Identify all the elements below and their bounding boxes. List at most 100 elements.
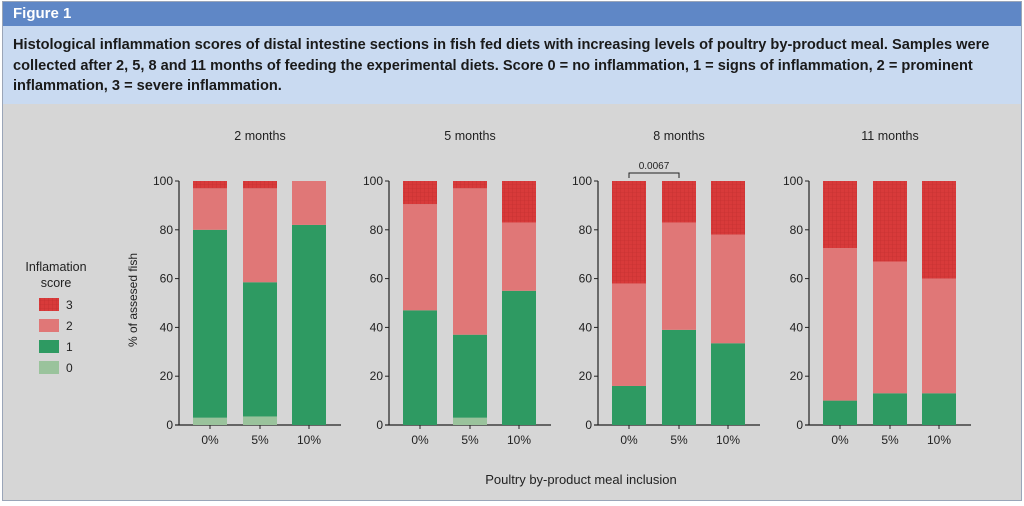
bar-segment-score-2-0pct [823, 248, 857, 401]
bar-segment-score-1-5pct [873, 393, 907, 425]
legend-label-score-3: 3 [66, 298, 73, 312]
bar-segment-score-2-10pct [292, 181, 326, 225]
significance-label: 0.0067 [639, 161, 670, 172]
y-tick-label: 100 [153, 174, 173, 188]
bar-segment-score-3-0pct [403, 181, 437, 205]
bar-segment-score-2-0pct [403, 204, 437, 311]
legend: Inflamation score 3 2 1 0 [25, 260, 86, 375]
y-tick-label: 80 [370, 223, 384, 237]
bar-segment-score-1-10pct [502, 290, 536, 425]
bar-segment-score-1-0pct [823, 400, 857, 425]
bar-segment-score-2-5pct [243, 188, 277, 283]
y-tick-label: 20 [370, 369, 384, 383]
y-tick-label: 0 [585, 418, 592, 432]
x-tick-label: 5% [881, 433, 899, 447]
caption-box: Histological inflammation scores of dist… [3, 26, 1021, 104]
bar-segment-score-1-5pct [453, 334, 487, 418]
legend-label-score-2: 2 [66, 319, 73, 333]
panel-8-months: 8 months 0 20 40 60 80 100 0% 5% 10% 0.0067 [572, 129, 760, 447]
x-tick-label: 5% [461, 433, 479, 447]
bar-segment-score-1-5pct [662, 329, 696, 425]
x-tick-label: 10% [716, 433, 740, 447]
y-tick-label: 80 [160, 223, 174, 237]
y-tick-label: 20 [790, 369, 804, 383]
y-tick-label: 100 [783, 174, 803, 188]
bar-segment-score-2-0pct [193, 188, 227, 230]
panel-11-months: 11 months 0 20 40 60 80 100 0% 5% 10% [783, 129, 971, 447]
bar-segment-score-1-5pct [243, 282, 277, 417]
bar-segment-score-3-5pct [873, 181, 907, 262]
x-tick-label: 0% [201, 433, 219, 447]
figure-caption: Histological inflammation scores of dist… [13, 37, 990, 94]
legend-label-score-1: 1 [66, 340, 73, 354]
panel-title: 8 months [653, 129, 704, 143]
bar-segment-score-3-5pct [662, 181, 696, 223]
bar-segment-score-1-10pct [711, 343, 745, 425]
bar-segment-score-1-0pct [403, 310, 437, 425]
bar-segment-score-2-5pct [662, 222, 696, 330]
y-tick-label: 100 [363, 174, 383, 188]
legend-swatch-score-2 [39, 319, 59, 332]
bar-segment-score-1-0pct [193, 229, 227, 418]
y-tick-label: 80 [790, 223, 804, 237]
x-tick-label: 0% [411, 433, 429, 447]
x-axis-label: Poultry by-product meal inclusion [485, 472, 676, 487]
bar-segment-score-2-10pct [711, 234, 745, 344]
y-tick-label: 20 [579, 369, 593, 383]
y-tick-label: 40 [160, 320, 174, 334]
y-tick-label: 40 [790, 320, 804, 334]
panels: 2 months 0 20 40 60 80 100 0% 5% 10% 5 months 0 20 40… [153, 129, 971, 447]
bar-segment-score-1-10pct [292, 224, 326, 425]
bar-segment-score-3-10pct [711, 181, 745, 235]
panel-title: 2 months [234, 129, 285, 143]
x-tick-label: 5% [670, 433, 688, 447]
y-tick-label: 100 [572, 174, 592, 188]
y-tick-label: 80 [579, 223, 593, 237]
bar-segment-score-1-10pct [922, 393, 956, 425]
figure-title: Figure 1 [13, 5, 72, 22]
bar-segment-score-3-0pct [612, 181, 646, 284]
panel-title: 5 months [444, 129, 495, 143]
x-tick-label: 10% [297, 433, 321, 447]
bar-segment-score-3-0pct [193, 181, 227, 189]
legend-label-score-0: 0 [66, 361, 73, 375]
bar-segment-score-3-0pct [823, 181, 857, 249]
bar-segment-score-3-10pct [502, 181, 536, 223]
bar-segment-score-0-0pct [193, 417, 227, 425]
y-tick-label: 60 [579, 272, 593, 286]
x-tick-label: 5% [251, 433, 269, 447]
bar-segment-score-0-5pct [243, 416, 277, 425]
bar-segment-score-0-5pct [453, 417, 487, 425]
x-tick-label: 0% [620, 433, 638, 447]
y-tick-label: 0 [166, 418, 173, 432]
legend-swatch-score-1 [39, 340, 59, 353]
y-tick-label: 40 [370, 320, 384, 334]
legend-title-line2: score [41, 276, 72, 290]
legend-swatch-score-3 [39, 298, 59, 311]
bar-segment-score-2-10pct [922, 278, 956, 394]
y-tick-label: 0 [376, 418, 383, 432]
bar-segment-score-1-0pct [612, 385, 646, 425]
panel-5-months: 5 months 0 20 40 60 80 100 0% 5% 10% [363, 129, 551, 447]
significance-bracket [628, 172, 680, 178]
y-tick-label: 60 [790, 272, 804, 286]
panel-title: 11 months [861, 129, 918, 143]
bar-segment-score-2-10pct [502, 222, 536, 291]
x-tick-label: 10% [507, 433, 531, 447]
legend-swatch-score-0 [39, 361, 59, 374]
y-tick-label: 20 [160, 369, 174, 383]
x-tick-label: 0% [831, 433, 849, 447]
y-tick-label: 60 [370, 272, 384, 286]
y-axis-label: % of assesed fish [126, 253, 140, 347]
y-tick-label: 0 [796, 418, 803, 432]
y-tick-label: 60 [160, 272, 174, 286]
bar-segment-score-3-5pct [453, 181, 487, 189]
bar-segment-score-2-5pct [873, 261, 907, 394]
y-tick-label: 40 [579, 320, 593, 334]
bar-segment-score-2-0pct [612, 283, 646, 386]
bar-segment-score-3-5pct [243, 181, 277, 189]
x-tick-label: 10% [927, 433, 951, 447]
bar-segment-score-3-10pct [922, 181, 956, 279]
figure-header: Figure 1 [3, 2, 1021, 26]
